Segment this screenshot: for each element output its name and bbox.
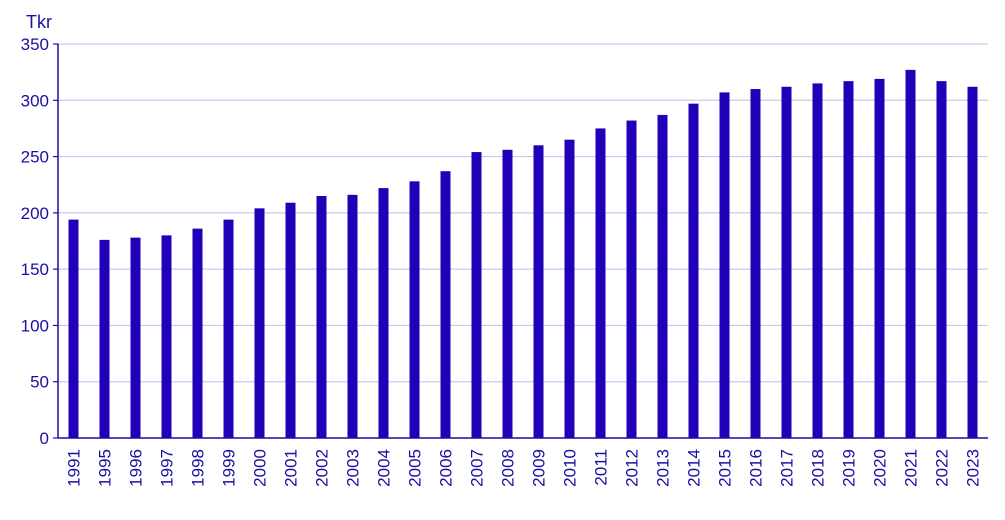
bar-2019 xyxy=(843,81,854,439)
y-axis-unit-label: Tkr xyxy=(26,12,52,32)
x-tick-label: 2006 xyxy=(437,449,456,487)
bar-2003 xyxy=(347,194,358,438)
bar-1995 xyxy=(99,239,110,438)
x-tick-label: 1996 xyxy=(127,449,146,487)
y-tick-label: 150 xyxy=(21,260,49,279)
y-tick-label: 350 xyxy=(21,35,49,54)
bar-2001 xyxy=(285,202,296,438)
bar-2007 xyxy=(471,152,482,438)
x-tick-label: 2000 xyxy=(251,449,270,487)
bar-2010 xyxy=(564,139,575,438)
x-tick-label: 2001 xyxy=(282,449,301,487)
x-tick-label: 2013 xyxy=(654,449,673,487)
y-tick-label: 300 xyxy=(21,91,49,110)
x-tick-label: 2019 xyxy=(840,449,859,487)
x-tick-label: 2014 xyxy=(685,449,704,487)
x-tick-label: 2009 xyxy=(530,449,549,487)
x-tick-label: 1997 xyxy=(158,449,177,487)
y-tick-label: 100 xyxy=(21,316,49,335)
x-axis-ticks: 1991 1995 1996 1997 1998 1999 2000 2001 2002 2003… xyxy=(65,449,983,487)
bars xyxy=(68,69,978,439)
bar-2013 xyxy=(657,114,668,439)
bar-2018 xyxy=(812,83,823,439)
x-tick-label: 2018 xyxy=(809,449,828,487)
x-tick-label: 2011 xyxy=(592,449,611,486)
bar-2015 xyxy=(719,92,730,439)
bar-1996 xyxy=(130,237,141,438)
x-tick-label: 2010 xyxy=(561,449,580,487)
bar-2011 xyxy=(595,128,606,438)
bar-2008 xyxy=(502,149,513,438)
bar-1998 xyxy=(192,228,203,438)
bar-2022 xyxy=(936,81,947,439)
x-tick-label: 2004 xyxy=(375,449,394,487)
bar-2016 xyxy=(750,89,761,439)
bar-1997 xyxy=(161,235,172,438)
y-tick-label: 250 xyxy=(21,148,49,167)
x-tick-label: 2020 xyxy=(871,449,890,487)
y-axis-ticks: 0 50 100 150 200 250 300 350 xyxy=(21,35,58,448)
bar-2021 xyxy=(905,69,916,439)
bar-1991 xyxy=(68,219,79,438)
x-tick-label: 2012 xyxy=(623,449,642,487)
x-tick-label: 2008 xyxy=(499,449,518,487)
bar-2017 xyxy=(781,86,792,438)
bar-2012 xyxy=(626,120,637,438)
x-tick-label: 2015 xyxy=(716,449,735,487)
y-tick-label: 200 xyxy=(21,204,49,223)
bar-2009 xyxy=(533,145,544,439)
bar-2006 xyxy=(440,171,451,438)
bar-2000 xyxy=(254,208,265,438)
bar-2002 xyxy=(316,195,327,438)
x-tick-label: 1999 xyxy=(220,449,239,487)
bar-2023 xyxy=(967,86,978,438)
bar-2020 xyxy=(874,78,885,438)
x-tick-label: 2005 xyxy=(406,449,425,487)
x-tick-label: 2021 xyxy=(902,449,921,487)
bar-2004 xyxy=(378,188,389,438)
x-tick-label: 1998 xyxy=(189,449,208,487)
x-tick-label: 2003 xyxy=(344,449,363,487)
x-tick-label: 2023 xyxy=(964,449,983,487)
x-tick-label: 2022 xyxy=(933,449,952,487)
y-tick-label: 50 xyxy=(30,373,49,392)
y-tick-label: 0 xyxy=(40,429,49,448)
x-tick-label: 2016 xyxy=(747,449,766,487)
x-tick-label: 1991 xyxy=(65,449,84,487)
x-tick-label: 2017 xyxy=(778,449,797,487)
x-tick-label: 2002 xyxy=(313,449,332,487)
gridlines xyxy=(58,43,988,383)
bar-2005 xyxy=(409,181,420,438)
x-tick-label: 2007 xyxy=(468,449,487,487)
x-tick-label: 1995 xyxy=(96,449,115,487)
bar-1999 xyxy=(223,219,234,438)
bar-2014 xyxy=(688,103,699,439)
